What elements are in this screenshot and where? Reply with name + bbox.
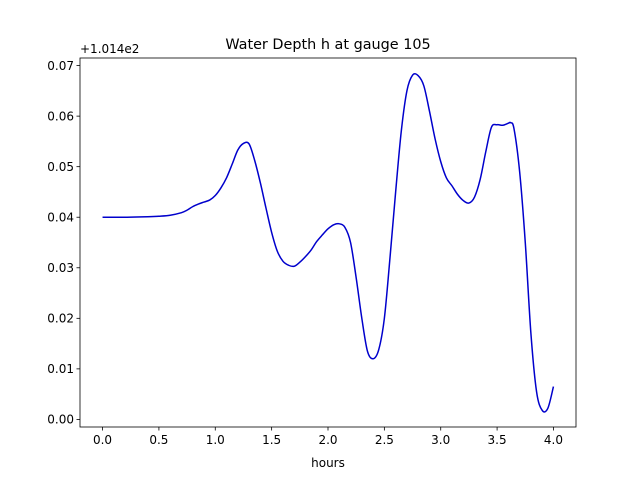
x-tick-label: 1.5 [262,433,281,447]
x-tick-label: 2.0 [318,433,337,447]
y-tick-label: 0.04 [47,211,74,225]
y-tick-label: 0.01 [47,362,74,376]
y-tick-label: 0.06 [47,109,74,123]
x-tick-label: 4.0 [544,433,563,447]
x-tick-label: 0.0 [93,433,112,447]
y-offset-label: +1.014e2 [80,42,139,56]
x-axis-label: hours [311,456,345,470]
y-tick-label: 0.05 [47,160,74,174]
axes-frame [79,57,577,428]
y-tick-label: 0.03 [47,261,74,275]
y-tick-label: 0.02 [47,312,74,326]
x-tick-label: 2.5 [375,433,394,447]
x-tick-label: 0.5 [149,433,168,447]
series-line-0 [102,73,555,413]
y-tick-label: 0.00 [47,413,74,427]
x-tick-label: 3.0 [431,433,450,447]
y-tick-label: 0.07 [47,59,74,73]
x-tick-label: 3.5 [488,433,507,447]
plot-area: 0.0 0.5 1.0 1.5 2.0 2.5 3.0 3.5 4.0 0.00 0.01 0.02 0… [47,57,577,447]
x-tick-label: 1.0 [206,433,225,447]
chart-title: Water Depth h at gauge 105 [225,37,430,53]
